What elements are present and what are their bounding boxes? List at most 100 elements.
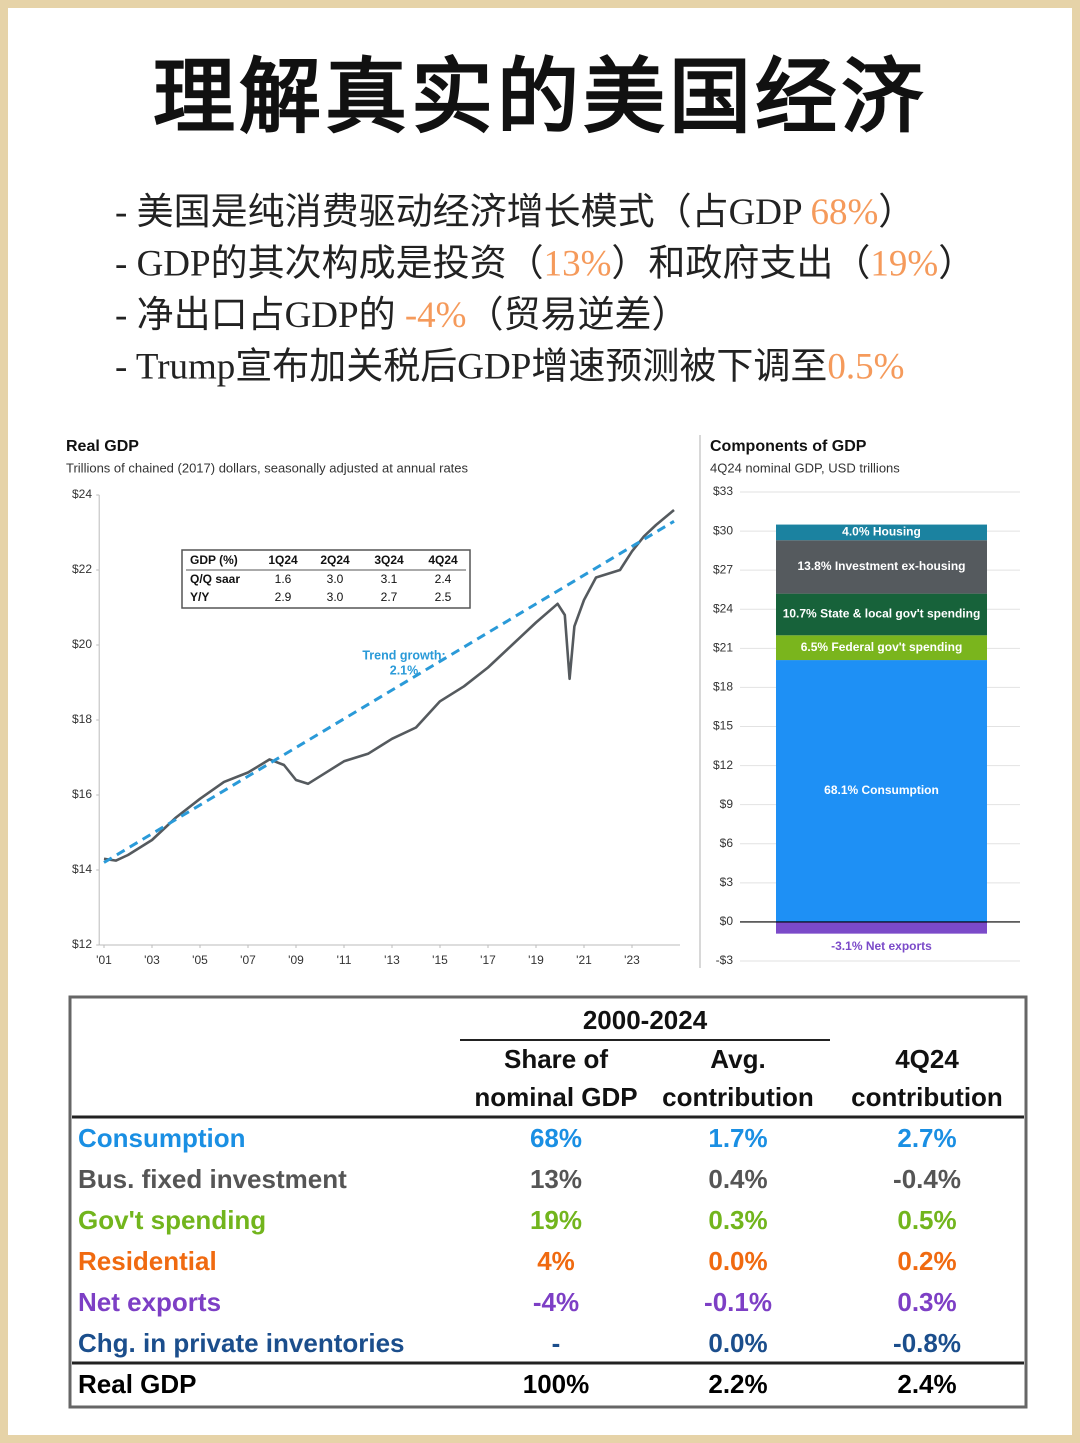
table-cell: 2.2% xyxy=(708,1369,767,1399)
inset-cell: 2.7 xyxy=(381,590,398,604)
inset-header: 1Q24 xyxy=(268,553,298,567)
segment-label: 4.0% Housing xyxy=(842,525,921,539)
x-tick-label: '01 xyxy=(96,953,112,967)
x-tick-label: '07 xyxy=(240,953,256,967)
segment-label: 6.5% Federal gov't spending xyxy=(801,640,963,654)
bullet-line: - 净出口占GDP的 -4%（贸易逆差） xyxy=(115,294,689,336)
highlight: 13% xyxy=(544,244,612,285)
gdp-line xyxy=(103,509,675,862)
table-cell: 2.7% xyxy=(897,1123,956,1153)
column-header: contribution xyxy=(851,1082,1003,1112)
y-tick-label: $20 xyxy=(72,637,92,651)
y-tick-label: $16 xyxy=(72,787,92,801)
annotation: Trend growth: xyxy=(362,648,445,662)
bullet-line: - GDP的其次构成是投资（13%）和政府支出（19%） xyxy=(115,243,975,285)
table-cell: -0.4% xyxy=(893,1164,961,1194)
chart-subtitle: 4Q24 nominal GDP, USD trillions xyxy=(710,460,900,475)
bar-segment xyxy=(776,593,987,636)
table-cell: 4% xyxy=(537,1246,575,1276)
table-cell: -4% xyxy=(533,1287,579,1317)
column-header: Avg. xyxy=(710,1044,765,1074)
x-tick-label: '15 xyxy=(432,953,448,967)
row-label: Residential xyxy=(78,1246,217,1276)
table-frame xyxy=(68,995,1028,1409)
y-tick-label: $30 xyxy=(713,523,733,537)
row-label: Gov't spending xyxy=(78,1205,266,1235)
y-tick-label: $22 xyxy=(72,562,92,576)
bullet-text: ） xyxy=(938,244,975,285)
bar-segment xyxy=(776,921,987,934)
highlight: 0.5% xyxy=(827,347,904,388)
x-tick-label: '03 xyxy=(144,953,160,967)
segment-label: 68.1% Consumption xyxy=(824,783,939,797)
bullet-text: - 净出口占GDP的 xyxy=(115,294,405,336)
segment-label: -3.1% Net exports xyxy=(831,939,932,953)
inset-cell: 3.1 xyxy=(381,572,398,586)
x-tick-label: '21 xyxy=(576,953,592,967)
table-cell: 13% xyxy=(530,1164,582,1194)
y-tick-label: $14 xyxy=(72,862,92,876)
inset-cell: 3.0 xyxy=(327,572,344,586)
y-tick-label: $24 xyxy=(72,487,92,501)
table-cell: 0.4% xyxy=(708,1164,767,1194)
y-tick-label: $12 xyxy=(72,937,92,951)
segment-label: 10.7% State & local gov't spending xyxy=(783,607,981,621)
inset-cell: 3.0 xyxy=(327,590,344,604)
chart-title: Components of GDP xyxy=(710,438,867,455)
table-cell: 0.3% xyxy=(708,1205,767,1235)
table-cell: 1.7% xyxy=(708,1123,767,1153)
x-tick-label: '17 xyxy=(480,953,496,967)
x-tick-label: '13 xyxy=(384,953,400,967)
table-cell: 68% xyxy=(530,1123,582,1153)
y-tick-label: $33 xyxy=(713,484,733,498)
row-label: Net exports xyxy=(78,1287,221,1317)
row-label: Bus. fixed investment xyxy=(78,1164,347,1194)
y-tick-label: -$3 xyxy=(716,953,734,967)
table-cell: -0.8% xyxy=(893,1328,961,1358)
chart-title: Real GDP xyxy=(66,438,139,455)
table-cell: 0.2% xyxy=(897,1246,956,1276)
x-tick-label: '05 xyxy=(192,953,208,967)
inset-cell: 2.5 xyxy=(435,590,452,604)
inset-cell: Y/Y xyxy=(190,590,209,604)
inset-header: 3Q24 xyxy=(374,553,404,567)
bar-segment xyxy=(776,540,987,594)
table-cell: 19% xyxy=(530,1205,582,1235)
x-tick-label: '11 xyxy=(337,953,352,967)
table-cell: 100% xyxy=(523,1369,590,1399)
bullet-text: ） xyxy=(878,192,915,233)
y-tick-label: $15 xyxy=(713,719,733,733)
y-tick-label: $24 xyxy=(713,601,733,615)
bullet-line: - Trump宣布加关税后GDP增速预测被下调至0.5% xyxy=(115,346,904,388)
row-label: Chg. in private inventories xyxy=(78,1328,405,1358)
bullet-text: - 美国是纯消费驱动经济增长模式（占GDP xyxy=(115,191,810,233)
bullet-text: ）和政府支出（ xyxy=(611,243,870,285)
y-tick-label: $3 xyxy=(720,875,734,889)
row-label: Consumption xyxy=(78,1123,246,1153)
trend-line xyxy=(103,520,675,864)
highlight: -4% xyxy=(405,295,467,336)
inset-cell: Q/Q saar xyxy=(190,572,240,586)
bar-segment xyxy=(776,635,987,661)
column-header: nominal GDP xyxy=(474,1082,637,1112)
inset-header: 4Q24 xyxy=(428,553,458,567)
y-tick-label: $6 xyxy=(720,836,734,850)
highlight: 19% xyxy=(870,244,938,285)
annotation: 2.1% xyxy=(390,663,419,677)
inset-cell: 2.9 xyxy=(275,590,292,604)
column-header: 4Q24 xyxy=(895,1044,959,1074)
bullet-text: - GDP的其次构成是投资（ xyxy=(115,243,544,285)
table-cell: - xyxy=(552,1328,561,1358)
segment-label: 13.8% Investment ex-housing xyxy=(797,559,965,573)
table-cell: 0.0% xyxy=(708,1246,767,1276)
column-header: Share of xyxy=(504,1044,608,1074)
inset-cell: 2.4 xyxy=(435,572,452,586)
x-tick-label: '19 xyxy=(528,953,544,967)
y-tick-label: $18 xyxy=(713,680,733,694)
inset-header: GDP (%) xyxy=(190,553,238,567)
highlight: 68% xyxy=(810,192,878,233)
y-tick-label: $21 xyxy=(713,641,733,655)
table-cell: -0.1% xyxy=(704,1287,772,1317)
bar-segment xyxy=(776,660,987,922)
